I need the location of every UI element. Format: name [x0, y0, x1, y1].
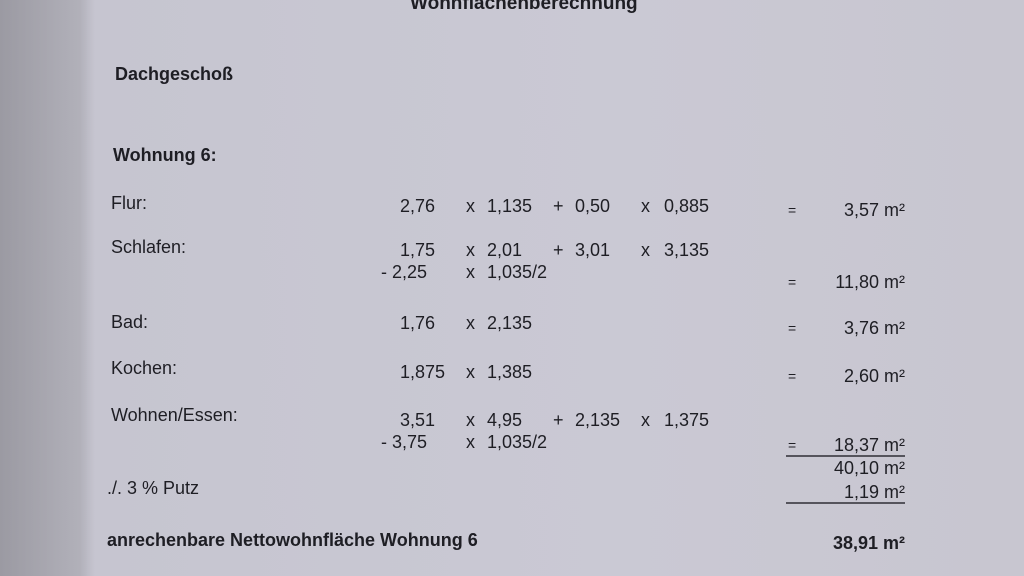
- formula-term: x: [466, 432, 475, 452]
- equals-sign: =: [788, 320, 797, 336]
- room-label: Wohnen/Essen:: [111, 405, 238, 425]
- room-label: Flur:: [111, 193, 147, 213]
- formula-term: 0,50: [575, 196, 611, 216]
- formula-term: - 3,75: [381, 432, 428, 452]
- plaster-deduction-label: ./. 3 % Putz: [107, 478, 200, 498]
- net-area-label: anrechenbare Nettowohnfläche Wohnung 6: [107, 530, 478, 550]
- room-area-value: 18,37 m²: [786, 435, 905, 457]
- formula-term: x: [466, 313, 475, 333]
- page-fold-shadow: [0, 0, 90, 576]
- formula-term: 2,135: [487, 313, 533, 333]
- formula-term: 2,76: [400, 196, 436, 216]
- equals-sign: =: [788, 437, 797, 453]
- formula-term: 3,01: [575, 240, 611, 260]
- formula-term: 4,95: [487, 410, 523, 430]
- room-area-value: 3,57 m²: [843, 200, 905, 220]
- equals-sign: =: [788, 274, 797, 290]
- formula-term: x: [466, 240, 475, 260]
- document-title: Wohnflächenberechnung: [410, 0, 638, 14]
- formula-term: 1,385: [487, 362, 533, 382]
- formula-term: 1,75: [400, 240, 436, 260]
- formula-term: 3,135: [664, 240, 710, 260]
- formula-term: 2,01: [487, 240, 523, 260]
- formula-term: 1,375: [664, 410, 710, 430]
- net-area-value: 38,91 m²: [832, 533, 905, 553]
- formula-term: +: [553, 240, 564, 260]
- floor-heading: Dachgeschoß: [115, 64, 234, 84]
- formula-term: 0,885: [664, 196, 710, 216]
- room-label: Kochen:: [111, 358, 178, 378]
- formula-term: 1,035/2: [487, 262, 548, 282]
- formula-term: 1,76: [400, 313, 436, 333]
- unit-heading: Wohnung 6:: [113, 145, 217, 165]
- formula-term: 2,135: [575, 410, 621, 430]
- equals-sign: =: [788, 368, 797, 384]
- formula-term: x: [641, 196, 650, 216]
- formula-term: +: [553, 196, 564, 216]
- formula-term: x: [466, 410, 475, 430]
- formula-term: x: [641, 240, 650, 260]
- formula-term: 1,135: [487, 196, 533, 216]
- room-label: Schlafen:: [111, 237, 187, 257]
- formula-term: - 2,25: [381, 262, 428, 282]
- formula-term: 3,51: [400, 410, 436, 430]
- formula-term: x: [466, 262, 475, 282]
- plaster-deduction-value: 1,19 m²: [786, 482, 905, 504]
- room-area-value: 3,76 m²: [843, 318, 905, 338]
- formula-term: 1,875: [400, 362, 446, 382]
- subtotal-value: 40,10 m²: [833, 458, 905, 478]
- formula-term: x: [466, 362, 475, 382]
- room-label: Bad:: [111, 312, 149, 332]
- room-area-value: 2,60 m²: [843, 366, 905, 386]
- formula-term: 1,035/2: [487, 432, 548, 452]
- formula-term: +: [553, 410, 564, 430]
- formula-term: x: [641, 410, 650, 430]
- room-area-value: 11,80 m²: [835, 272, 905, 292]
- equals-sign: =: [788, 202, 797, 218]
- formula-term: x: [466, 196, 475, 216]
